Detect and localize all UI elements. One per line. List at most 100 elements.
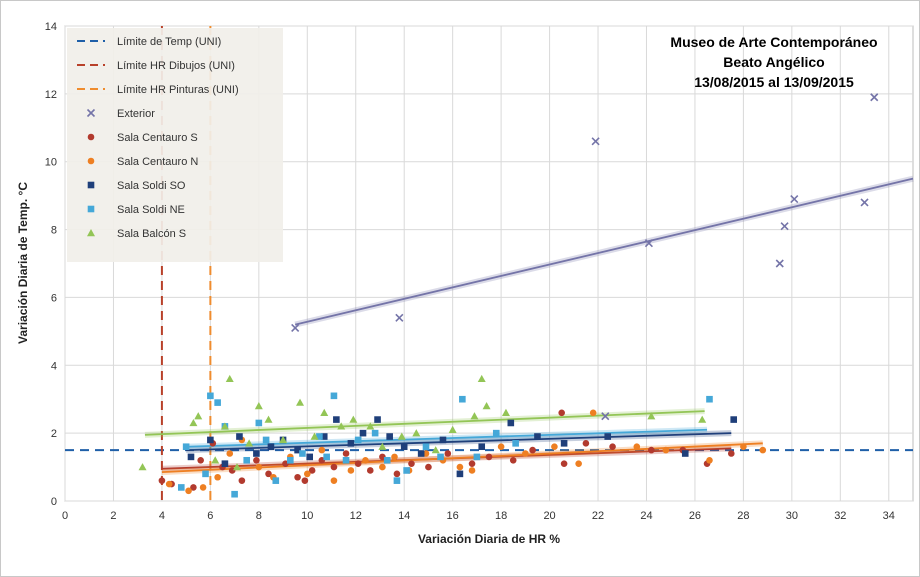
legend-label: Sala Soldi NE xyxy=(117,204,185,216)
data-point xyxy=(264,415,273,423)
data-point xyxy=(362,456,369,464)
data-point xyxy=(243,456,251,464)
data-point xyxy=(254,402,263,410)
data-point xyxy=(236,433,243,440)
data-point xyxy=(207,392,214,400)
legend-label: Sala Centauro N xyxy=(117,156,198,168)
data-point xyxy=(187,453,195,461)
title-line: Beato Angélico xyxy=(723,54,824,70)
y-tick-label: 8 xyxy=(51,225,57,237)
data-point xyxy=(342,456,350,464)
data-point xyxy=(199,484,207,491)
data-point xyxy=(706,395,713,403)
data-point xyxy=(775,259,784,268)
data-point xyxy=(482,402,491,410)
x-tick-label: 4 xyxy=(159,510,165,522)
data-point xyxy=(383,456,391,464)
legend-box xyxy=(67,28,283,262)
y-tick-label: 0 xyxy=(51,496,57,508)
data-point xyxy=(727,450,735,457)
data-point xyxy=(138,463,147,471)
data-point xyxy=(386,433,393,440)
data-point xyxy=(318,446,326,454)
x-tick-label: 24 xyxy=(640,510,652,522)
data-point xyxy=(393,477,401,484)
x-tick-label: 26 xyxy=(689,510,701,522)
data-point xyxy=(492,429,500,437)
marker-stroke xyxy=(780,222,789,231)
legend-label: Sala Balcón S xyxy=(117,228,186,240)
data-point xyxy=(366,467,374,474)
data-point xyxy=(393,470,401,478)
data-point xyxy=(265,470,272,478)
data-point xyxy=(470,412,479,420)
data-point xyxy=(422,443,430,451)
marker-stroke xyxy=(291,323,300,333)
data-point xyxy=(408,460,415,467)
data-point xyxy=(400,443,408,451)
data-point xyxy=(330,477,338,484)
data-point xyxy=(425,463,432,471)
data-point xyxy=(220,422,229,430)
data-point xyxy=(233,463,242,471)
data-point xyxy=(320,408,329,416)
data-point xyxy=(437,453,444,461)
data-point xyxy=(214,399,221,406)
data-point xyxy=(279,435,288,444)
data-point xyxy=(197,456,204,464)
data-point xyxy=(330,463,338,471)
marker-stroke xyxy=(395,313,404,322)
title-line: 13/08/2015 al 13/09/2015 xyxy=(694,74,854,90)
data-point xyxy=(604,433,612,440)
x-axis-title: Variación Diaria de HR % xyxy=(418,532,560,546)
data-point xyxy=(262,436,270,444)
data-points xyxy=(138,93,879,498)
legend-label: Límite de Temp (UNI) xyxy=(117,36,221,48)
y-tick-label: 2 xyxy=(51,428,57,440)
y-tick-label: 6 xyxy=(51,292,57,304)
data-point xyxy=(395,313,404,322)
x-tick-label: 2 xyxy=(110,510,116,522)
data-point xyxy=(560,460,568,467)
x-tick-label: 28 xyxy=(737,510,749,522)
data-point xyxy=(468,460,476,467)
data-point xyxy=(347,467,355,474)
x-tick-label: 32 xyxy=(834,510,846,522)
data-point xyxy=(337,422,346,430)
data-point xyxy=(459,395,466,403)
x-tick-label: 0 xyxy=(62,510,68,522)
data-point xyxy=(214,473,221,481)
data-point xyxy=(647,412,656,420)
x-tick-label: 34 xyxy=(883,510,895,522)
data-point xyxy=(342,450,350,457)
legend-marker xyxy=(87,157,95,165)
y-axis-title: Variación Diaria de Temp. °C xyxy=(16,182,30,344)
data-point xyxy=(255,419,263,427)
data-point xyxy=(366,422,375,430)
data-point xyxy=(211,456,220,464)
data-point xyxy=(468,467,476,474)
data-point xyxy=(253,456,260,464)
data-point xyxy=(589,409,597,417)
data-point xyxy=(194,412,203,420)
title-line: Museo de Arte Contemporáneo xyxy=(670,34,877,50)
data-point xyxy=(560,440,568,447)
data-point xyxy=(730,416,738,423)
legend-marker xyxy=(87,229,95,237)
data-point xyxy=(189,418,198,427)
data-point xyxy=(439,436,447,444)
data-point xyxy=(354,460,362,467)
legend: Límite de Temp (UNI) Límite HR Dibujos (U… xyxy=(67,28,283,262)
marker-stroke xyxy=(86,108,96,118)
data-point xyxy=(165,480,173,488)
data-point xyxy=(582,440,590,447)
data-point xyxy=(507,419,515,427)
data-point xyxy=(207,436,214,444)
data-point xyxy=(177,484,185,491)
data-point xyxy=(706,456,713,464)
marker-stroke xyxy=(860,198,869,207)
data-point xyxy=(226,450,234,457)
data-point xyxy=(759,446,767,454)
data-point xyxy=(870,93,879,102)
